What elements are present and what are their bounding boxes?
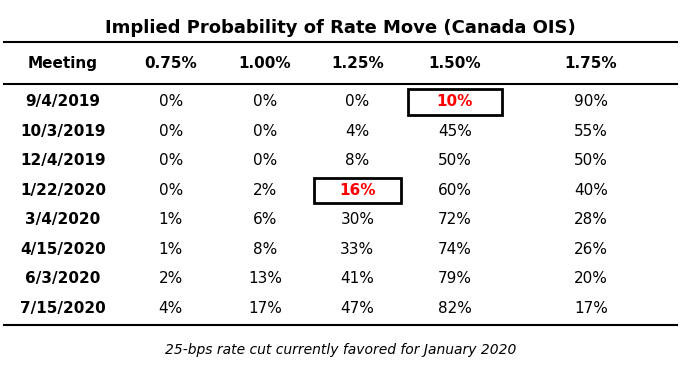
Text: 10%: 10%: [437, 95, 473, 110]
Text: 82%: 82%: [438, 301, 472, 316]
Text: 4%: 4%: [159, 301, 183, 316]
Text: 8%: 8%: [253, 242, 277, 257]
Text: 0%: 0%: [253, 95, 277, 110]
Text: 50%: 50%: [574, 153, 608, 169]
Text: 17%: 17%: [248, 301, 282, 316]
Text: 12/4/2019: 12/4/2019: [20, 153, 106, 169]
Text: 0%: 0%: [159, 183, 183, 198]
Text: 33%: 33%: [340, 242, 375, 257]
Text: 1.25%: 1.25%: [331, 56, 383, 71]
Text: 4%: 4%: [345, 124, 369, 139]
Text: 55%: 55%: [574, 124, 608, 139]
Text: Meeting: Meeting: [28, 56, 98, 71]
Text: 25-bps rate cut currently favored for January 2020: 25-bps rate cut currently favored for Ja…: [165, 343, 516, 357]
Text: 0%: 0%: [345, 95, 369, 110]
Text: 74%: 74%: [438, 242, 472, 257]
Text: 10/3/2019: 10/3/2019: [20, 124, 106, 139]
Text: 0%: 0%: [159, 95, 183, 110]
Text: 0.75%: 0.75%: [144, 56, 197, 71]
Text: 26%: 26%: [574, 242, 608, 257]
Text: 1%: 1%: [159, 212, 183, 227]
Text: 60%: 60%: [438, 183, 472, 198]
Text: 47%: 47%: [340, 301, 375, 316]
Text: 1/22/2020: 1/22/2020: [20, 183, 106, 198]
Text: 90%: 90%: [574, 95, 608, 110]
Text: 0%: 0%: [159, 124, 183, 139]
Text: 79%: 79%: [438, 272, 472, 286]
Text: 20%: 20%: [574, 272, 608, 286]
Text: 17%: 17%: [574, 301, 608, 316]
Text: 1%: 1%: [159, 242, 183, 257]
Text: 9/4/2019: 9/4/2019: [25, 95, 101, 110]
Text: 13%: 13%: [248, 272, 282, 286]
Text: 1.50%: 1.50%: [428, 56, 481, 71]
Text: 2%: 2%: [159, 272, 183, 286]
Text: 40%: 40%: [574, 183, 608, 198]
Text: Implied Probability of Rate Move (Canada OIS): Implied Probability of Rate Move (Canada…: [105, 18, 576, 36]
Text: 0%: 0%: [159, 153, 183, 169]
Text: 30%: 30%: [340, 212, 375, 227]
Text: 8%: 8%: [345, 153, 369, 169]
Text: 0%: 0%: [253, 124, 277, 139]
Text: 41%: 41%: [340, 272, 375, 286]
Text: 1.75%: 1.75%: [565, 56, 618, 71]
Text: 6/3/2020: 6/3/2020: [25, 272, 101, 286]
Text: 0%: 0%: [253, 153, 277, 169]
Text: 50%: 50%: [438, 153, 472, 169]
Text: 4/15/2020: 4/15/2020: [20, 242, 106, 257]
Text: 16%: 16%: [339, 183, 375, 198]
Text: 2%: 2%: [253, 183, 277, 198]
Text: 28%: 28%: [574, 212, 608, 227]
Text: 3/4/2020: 3/4/2020: [25, 212, 101, 227]
Text: 1.00%: 1.00%: [238, 56, 291, 71]
Text: 72%: 72%: [438, 212, 472, 227]
Text: 7/15/2020: 7/15/2020: [20, 301, 106, 316]
Text: 6%: 6%: [253, 212, 277, 227]
Text: 45%: 45%: [438, 124, 472, 139]
